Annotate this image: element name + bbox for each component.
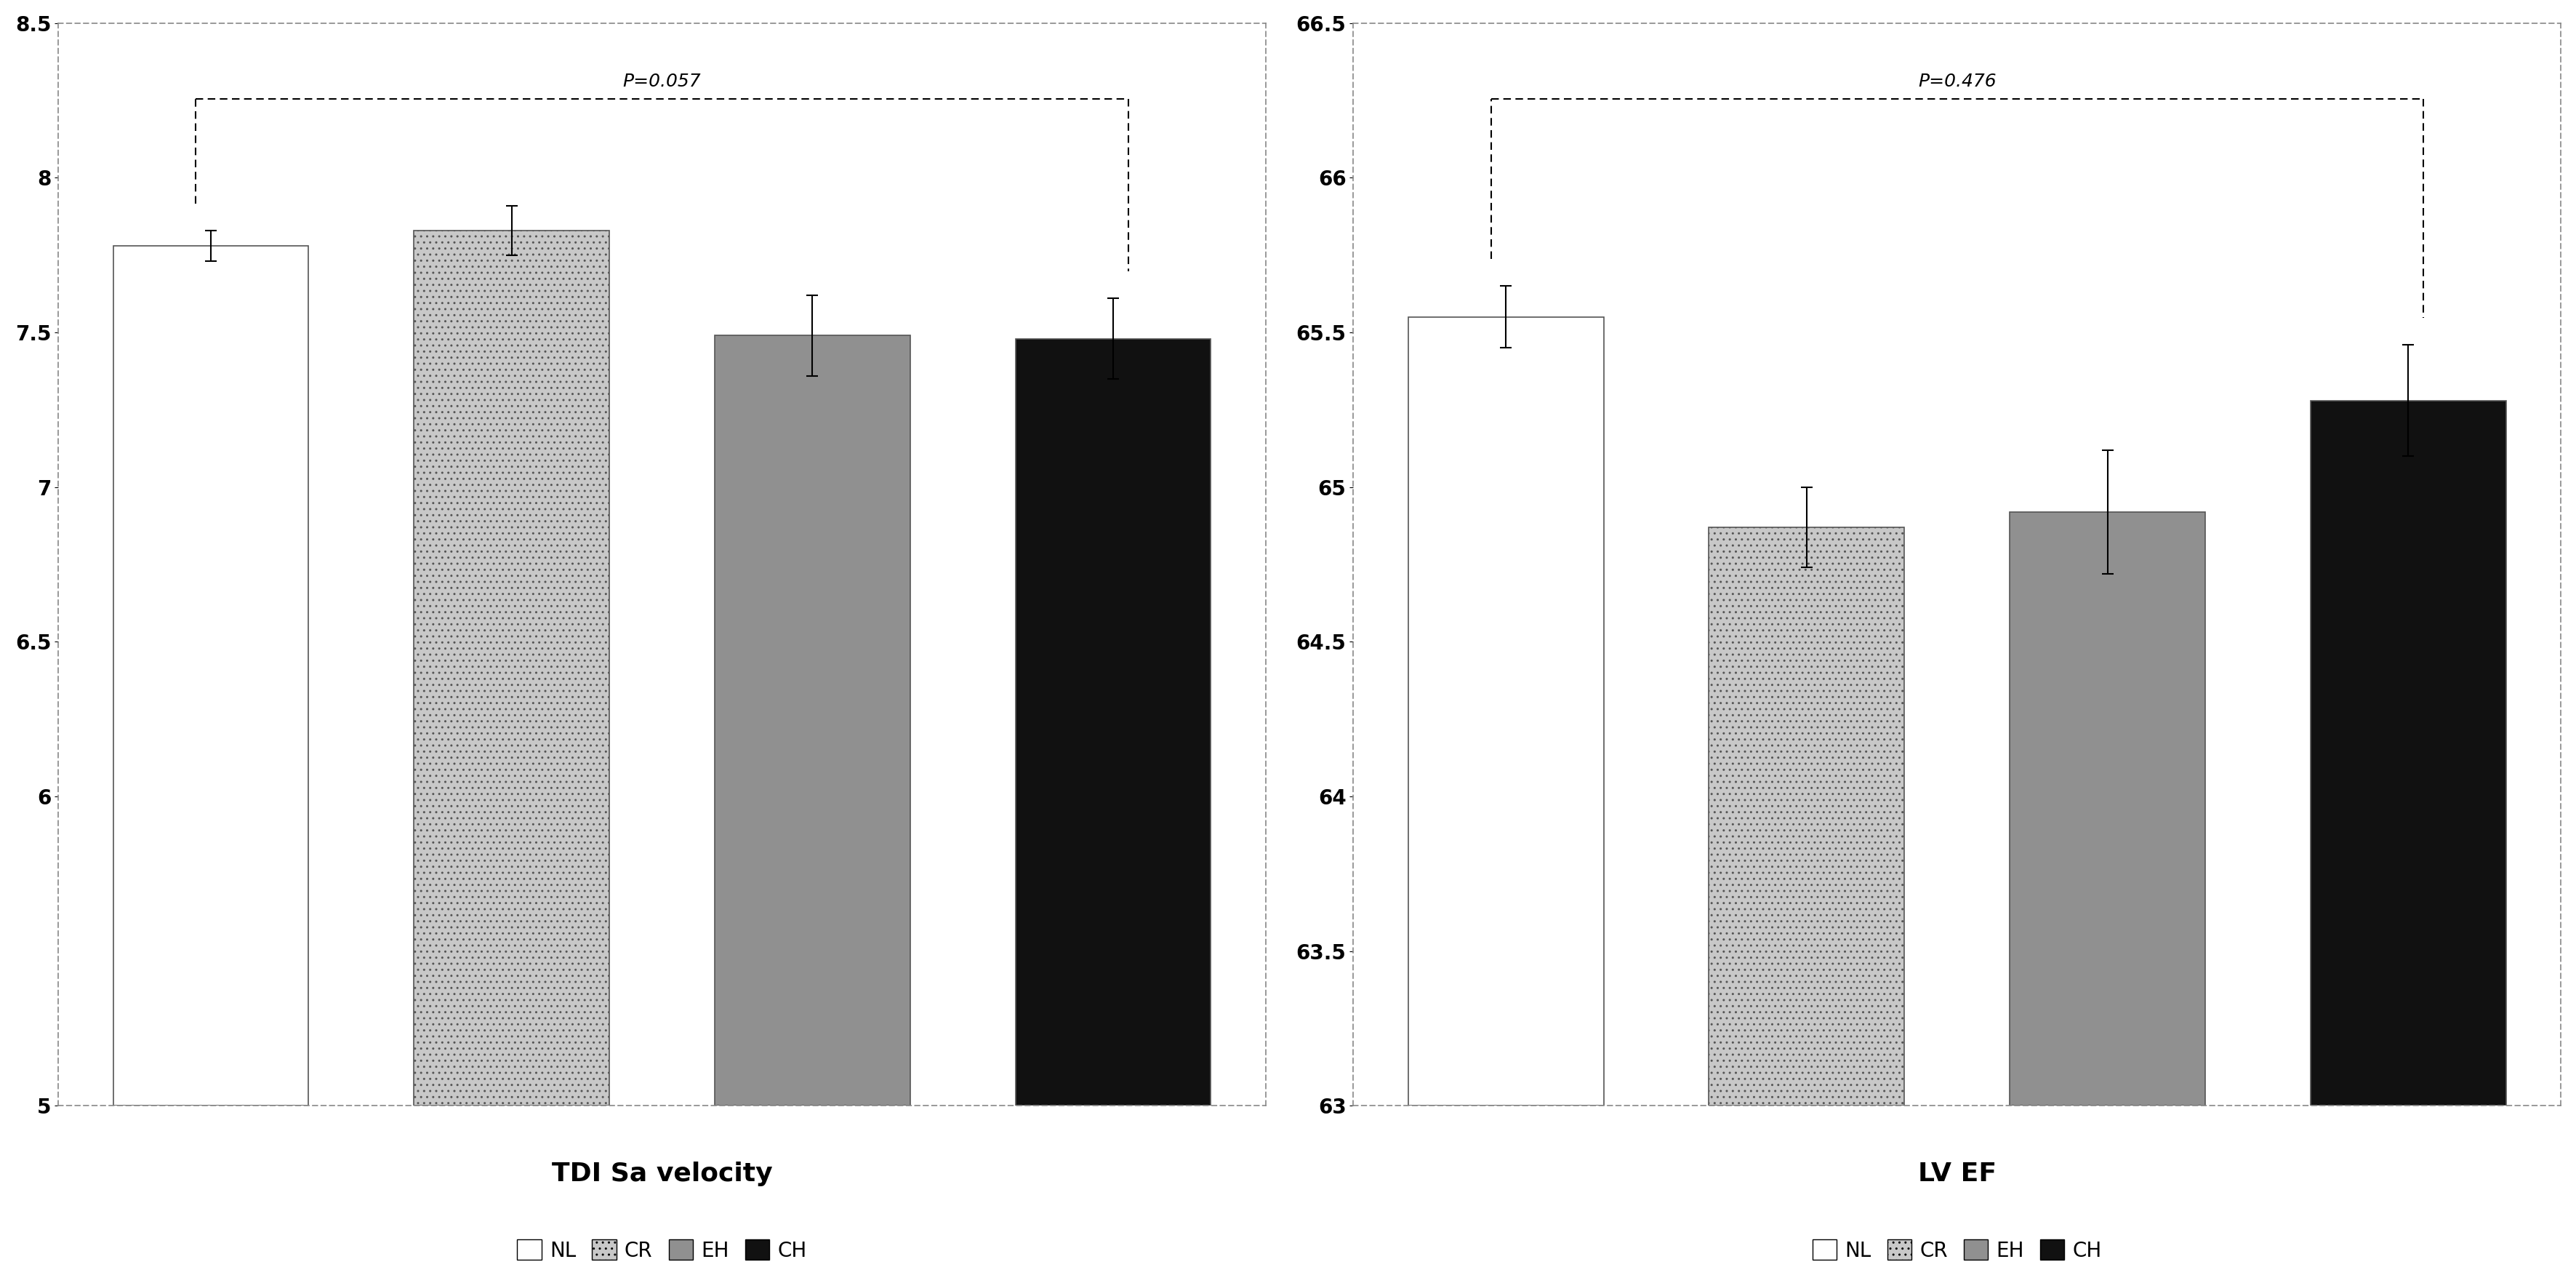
Bar [2009, 512, 2205, 1106]
Bar [415, 231, 611, 1106]
Bar [1708, 527, 1904, 1106]
Bar [1015, 338, 1211, 1106]
Bar [2311, 400, 2506, 1106]
Legend: NL, CR, EH, CH: NL, CR, EH, CH [510, 1232, 814, 1267]
X-axis label: TDI Sa velocity: TDI Sa velocity [551, 1162, 773, 1186]
Bar [714, 336, 909, 1106]
X-axis label: LV EF: LV EF [1917, 1162, 1996, 1186]
Text: P=0.476: P=0.476 [1919, 72, 1996, 90]
Text: P=0.057: P=0.057 [623, 72, 701, 90]
Bar [113, 246, 309, 1106]
Legend: NL, CR, EH, CH: NL, CR, EH, CH [1803, 1232, 2110, 1267]
Bar [1409, 317, 1605, 1106]
